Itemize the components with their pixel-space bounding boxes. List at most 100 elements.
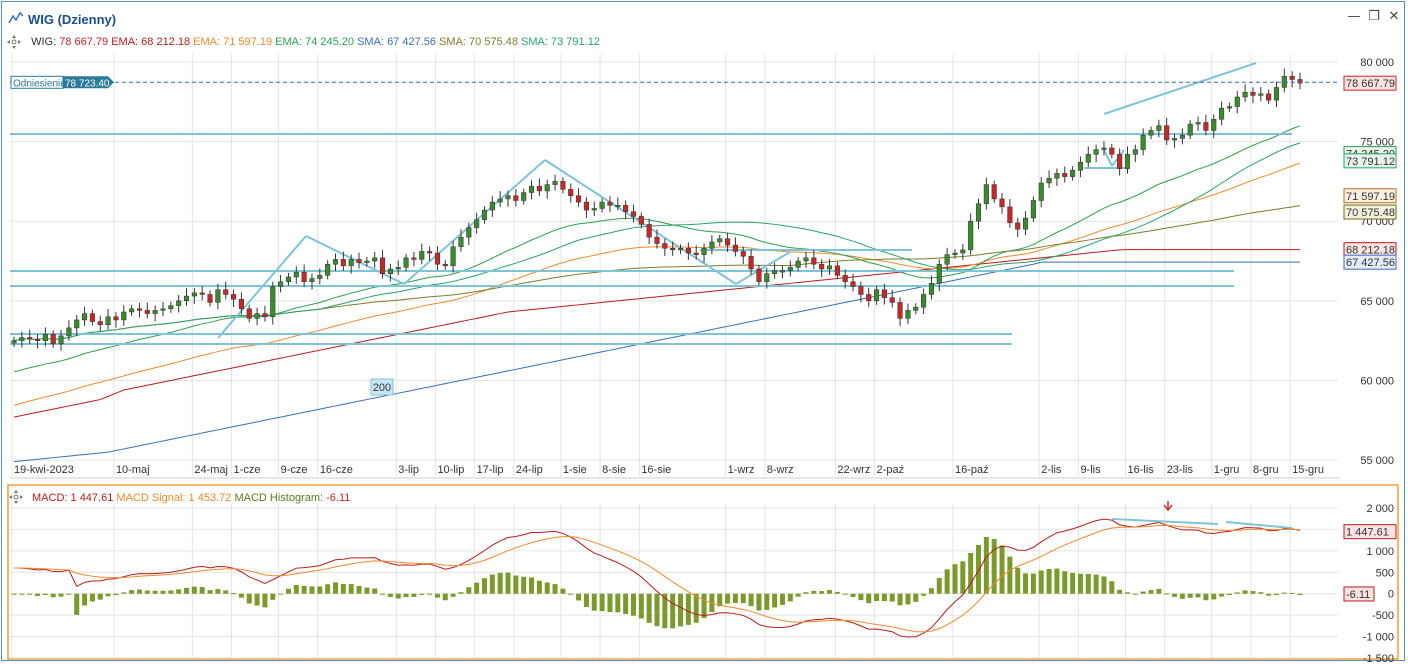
- value-tag-box: [1343, 75, 1397, 91]
- candle-body: [395, 267, 401, 270]
- time-axis-label: 1-wrz: [728, 464, 755, 476]
- candle-body: [881, 289, 887, 298]
- macd-histogram-bar: [1219, 593, 1225, 597]
- macd-histogram-bar: [1179, 593, 1185, 599]
- price-tick-label: 80 000: [1360, 57, 1394, 69]
- sma3-line: [13, 142, 1301, 342]
- time-axis-label: 15-gru: [1292, 464, 1324, 476]
- time-axis-label: 10-maj: [116, 464, 150, 476]
- candle-body: [481, 209, 488, 220]
- macd-histogram-bar: [983, 537, 989, 594]
- macd-histogram-bar: [874, 593, 880, 602]
- candle-body: [576, 195, 582, 203]
- candle-body: [144, 310, 150, 314]
- candle-body: [521, 192, 527, 201]
- macd-histogram-bar: [238, 593, 244, 598]
- macd-histogram-bar: [387, 593, 393, 597]
- candle-body: [278, 281, 284, 287]
- sma3-label: SMA:: [521, 36, 548, 48]
- candle-body: [811, 257, 817, 265]
- macd-histogram-bar: [380, 593, 386, 595]
- candle-body: [97, 321, 103, 325]
- candle-body: [756, 268, 762, 282]
- candle-body: [1070, 169, 1076, 177]
- ema3-label: EMA:: [275, 36, 303, 48]
- macd-histogram-bar: [1226, 593, 1232, 596]
- candle-body: [223, 289, 229, 295]
- candle-body: [803, 257, 809, 262]
- candle-body: [199, 292, 205, 295]
- hist-label: MACD Histogram:: [234, 492, 324, 504]
- macd-histogram-bar: [481, 578, 487, 594]
- time-axis-label: 22-wrz: [837, 464, 870, 476]
- time-axis-label: 8-gru: [1253, 464, 1279, 476]
- time-axis-label: 9-cze: [281, 464, 308, 476]
- macd-histogram-bar: [1297, 593, 1303, 596]
- candle-body: [850, 281, 856, 287]
- candle-body: [254, 313, 260, 319]
- macd-histogram-bar: [968, 552, 974, 594]
- macd-histogram-bar: [293, 584, 299, 594]
- candle-body: [1132, 149, 1138, 155]
- macd-histogram-bar: [1015, 567, 1021, 594]
- candle-body: [1062, 173, 1068, 177]
- candle-body: [826, 265, 833, 270]
- macd-tick-label: -1 000: [1363, 632, 1394, 644]
- minimize-button[interactable]: —: [1347, 9, 1361, 24]
- sma1-line: [13, 261, 1300, 463]
- move-icon[interactable]: [6, 34, 22, 50]
- close-button[interactable]: ✕: [1388, 9, 1400, 24]
- macd-histogram-bar: [50, 593, 56, 598]
- macd-histogram-bar: [82, 593, 88, 606]
- time-axis-label: 16-paź: [955, 464, 989, 476]
- macd-histogram-bar: [419, 593, 425, 595]
- candle-body: [866, 294, 872, 302]
- macd-histogram-bar: [960, 561, 966, 594]
- candle-body: [1109, 147, 1115, 155]
- candle-body: [270, 286, 276, 318]
- macd-histogram-bar: [1289, 592, 1295, 594]
- signal-value: 1 453.72: [188, 492, 232, 504]
- value-tag-label: 67 427.56: [1346, 257, 1395, 269]
- macd-histogram-bar: [732, 593, 738, 603]
- time-axis-label: 16-lis: [1127, 464, 1154, 476]
- candle-body: [740, 251, 746, 257]
- candle-body: [356, 259, 362, 263]
- candle-body: [1258, 93, 1264, 96]
- macd-histogram-bar: [58, 593, 64, 597]
- candle-body: [513, 195, 519, 201]
- trend-line: [735, 251, 791, 285]
- candle-body: [1093, 149, 1099, 155]
- macd-histogram-bar: [858, 593, 864, 601]
- candle-body: [176, 300, 182, 306]
- candle-body: [646, 224, 652, 238]
- macd-histogram-bar: [348, 584, 354, 594]
- macd-move-icon[interactable]: [8, 489, 24, 505]
- macd-histogram-bar: [654, 593, 660, 627]
- macd-histogram-bar: [301, 585, 307, 594]
- candle-body: [952, 252, 958, 255]
- candle-body: [913, 306, 919, 311]
- candle-body: [50, 334, 56, 345]
- candle-body: [905, 310, 911, 319]
- candle-body: [670, 248, 676, 251]
- macd-histogram-bar: [795, 593, 801, 597]
- restore-button[interactable]: ❐: [1368, 9, 1380, 24]
- candle-body: [921, 294, 927, 308]
- candle-body: [58, 335, 64, 345]
- candle-body: [340, 259, 346, 267]
- macd-histogram-bar: [1132, 593, 1138, 595]
- macd-histogram-bar: [434, 593, 440, 598]
- macd-histogram-bar: [1234, 592, 1240, 594]
- macd-histogram-bar: [889, 593, 895, 602]
- value-tag-box: [1343, 204, 1397, 220]
- candle-body: [27, 337, 33, 340]
- candle-body: [1164, 125, 1170, 141]
- macd-histogram-bar: [254, 593, 260, 606]
- macd-histogram-bar: [1148, 590, 1154, 594]
- macd-histogram-bar: [615, 593, 621, 613]
- macd-tick-label: -1 500: [1363, 653, 1394, 664]
- macd-histogram-bar: [725, 593, 731, 604]
- value-tag-label: 70 575.48: [1346, 207, 1395, 219]
- macd-histogram-bar: [701, 593, 707, 619]
